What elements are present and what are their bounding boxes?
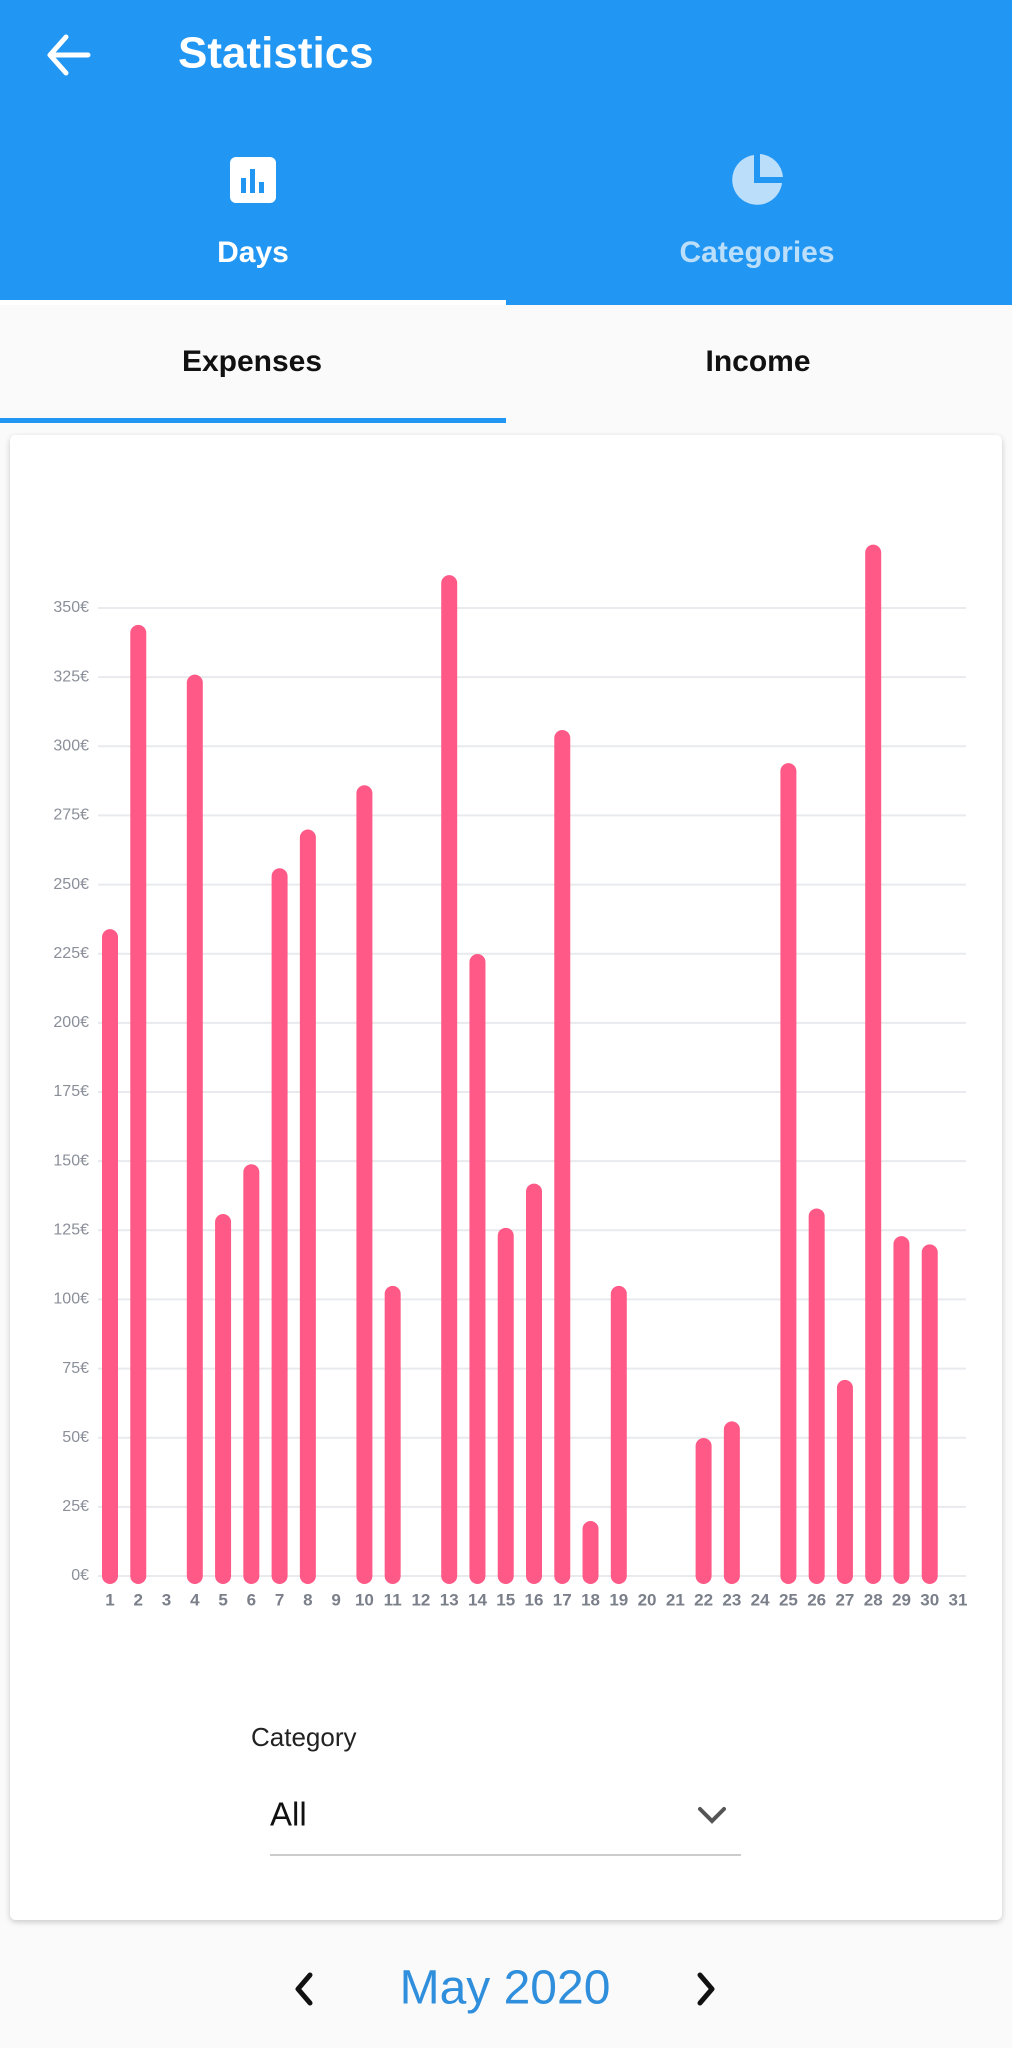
y-tick-label: 0€ — [71, 1567, 89, 1584]
y-tick-label: 150€ — [53, 1152, 89, 1169]
x-tick-label: 19 — [609, 1590, 628, 1609]
x-tick-label: 20 — [638, 1590, 657, 1609]
bar — [723, 1421, 740, 1584]
categories-tab[interactable]: Categories — [679, 154, 835, 269]
bar — [356, 785, 373, 1584]
x-tick-label: 13 — [440, 1590, 459, 1609]
y-tick-label: 350€ — [53, 599, 89, 616]
tab-indicator — [0, 300, 506, 305]
x-tick-label: 24 — [751, 1590, 770, 1609]
bar — [299, 829, 316, 1584]
y-tick-label: 250€ — [53, 876, 89, 893]
y-tick-label: 300€ — [53, 738, 89, 755]
bar — [102, 929, 118, 1584]
tab-label: Days — [217, 236, 289, 269]
dropdown-chevron[interactable] — [698, 1807, 726, 1824]
prev-month[interactable] — [295, 1972, 313, 2006]
plot: 0€ 25€ 50€ 75€ 100€ 125€ 150€ 175€ 200€ 225€ 250€ 2… — [53, 544, 968, 1609]
bar — [865, 544, 882, 1584]
y-tick-label: 25€ — [62, 1498, 89, 1515]
x-tick-label: 16 — [525, 1590, 544, 1609]
icon-part — [250, 169, 255, 193]
y-tick-label: 100€ — [53, 1291, 89, 1308]
x-tick-label: 2 — [134, 1590, 143, 1609]
x-tick-label: 7 — [275, 1590, 284, 1609]
x-tick-label: 14 — [468, 1590, 487, 1609]
x-tick-label: 6 — [247, 1590, 256, 1609]
x-tick-label: 12 — [411, 1590, 430, 1609]
bar — [554, 729, 571, 1584]
pie-icon — [732, 155, 782, 205]
x-tick-label: 22 — [694, 1590, 713, 1609]
back-button[interactable] — [47, 34, 91, 76]
bar — [808, 1208, 825, 1584]
pie-icon — [760, 154, 783, 177]
filter-value[interactable]: All — [270, 1796, 307, 1833]
x-tick-label: 31 — [949, 1590, 968, 1609]
bar — [271, 868, 288, 1584]
x-tick-label: 8 — [303, 1590, 312, 1609]
y-tick-label: 200€ — [53, 1014, 89, 1031]
bar — [610, 1285, 627, 1584]
bar — [836, 1379, 853, 1584]
x-tick-label: 26 — [807, 1590, 826, 1609]
x-tick-label: 27 — [835, 1590, 854, 1609]
sub-tab-label[interactable]: Expenses — [182, 345, 322, 378]
y-tick-label: 225€ — [53, 945, 89, 962]
x-tick-label: 1 — [105, 1590, 114, 1609]
days-tab[interactable]: Days — [217, 157, 289, 269]
bar — [469, 954, 486, 1584]
bar — [130, 624, 147, 1584]
y-tick-label: 175€ — [53, 1083, 89, 1100]
y-tick-label: 75€ — [62, 1360, 89, 1377]
x-tick-label: 29 — [892, 1590, 911, 1609]
app-title: Statistics — [178, 29, 374, 78]
x-tick-label: 25 — [779, 1590, 798, 1609]
bar — [441, 575, 458, 1584]
x-tick-label: 28 — [864, 1590, 883, 1609]
bar — [921, 1244, 938, 1584]
x-tick-label: 3 — [162, 1590, 171, 1609]
bar — [695, 1438, 712, 1584]
next-month[interactable] — [697, 1972, 715, 2006]
x-tick-label: 4 — [190, 1590, 200, 1609]
icon-part — [241, 178, 246, 193]
y-tick-label: 325€ — [53, 668, 89, 685]
filter-label: Category — [251, 1722, 357, 1752]
y-tick-label: 125€ — [53, 1222, 89, 1239]
x-tick-label: 15 — [496, 1590, 515, 1609]
x-tick-label: 9 — [331, 1590, 340, 1609]
sub-tab-label[interactable]: Income — [705, 345, 810, 378]
x-tick-label: 23 — [722, 1590, 741, 1609]
x-tick-label: 10 — [355, 1590, 374, 1609]
bar — [497, 1227, 514, 1584]
month-label: May 2020 — [400, 1962, 611, 2015]
x-tick-label: 21 — [666, 1590, 685, 1609]
x-tick-label: 5 — [218, 1590, 227, 1609]
bar — [893, 1236, 910, 1584]
tab-label: Categories — [679, 236, 834, 269]
card — [10, 435, 1002, 1920]
y-tick-label: 275€ — [53, 807, 89, 824]
x-tick-label: 11 — [384, 1590, 402, 1609]
app-bar — [0, 0, 1012, 305]
bar — [780, 763, 797, 1584]
x-tick-label: 30 — [920, 1590, 939, 1609]
bar — [526, 1183, 542, 1584]
x-tick-label: 17 — [553, 1590, 572, 1609]
bar — [186, 674, 203, 1584]
sub-tab-indicator — [0, 418, 506, 423]
bar — [243, 1164, 260, 1584]
y-tick-label: 50€ — [62, 1429, 89, 1446]
bar — [215, 1213, 232, 1584]
bar — [582, 1520, 599, 1584]
bar — [384, 1285, 401, 1584]
x-tick-label: 18 — [581, 1590, 600, 1609]
icon-part — [259, 182, 264, 193]
